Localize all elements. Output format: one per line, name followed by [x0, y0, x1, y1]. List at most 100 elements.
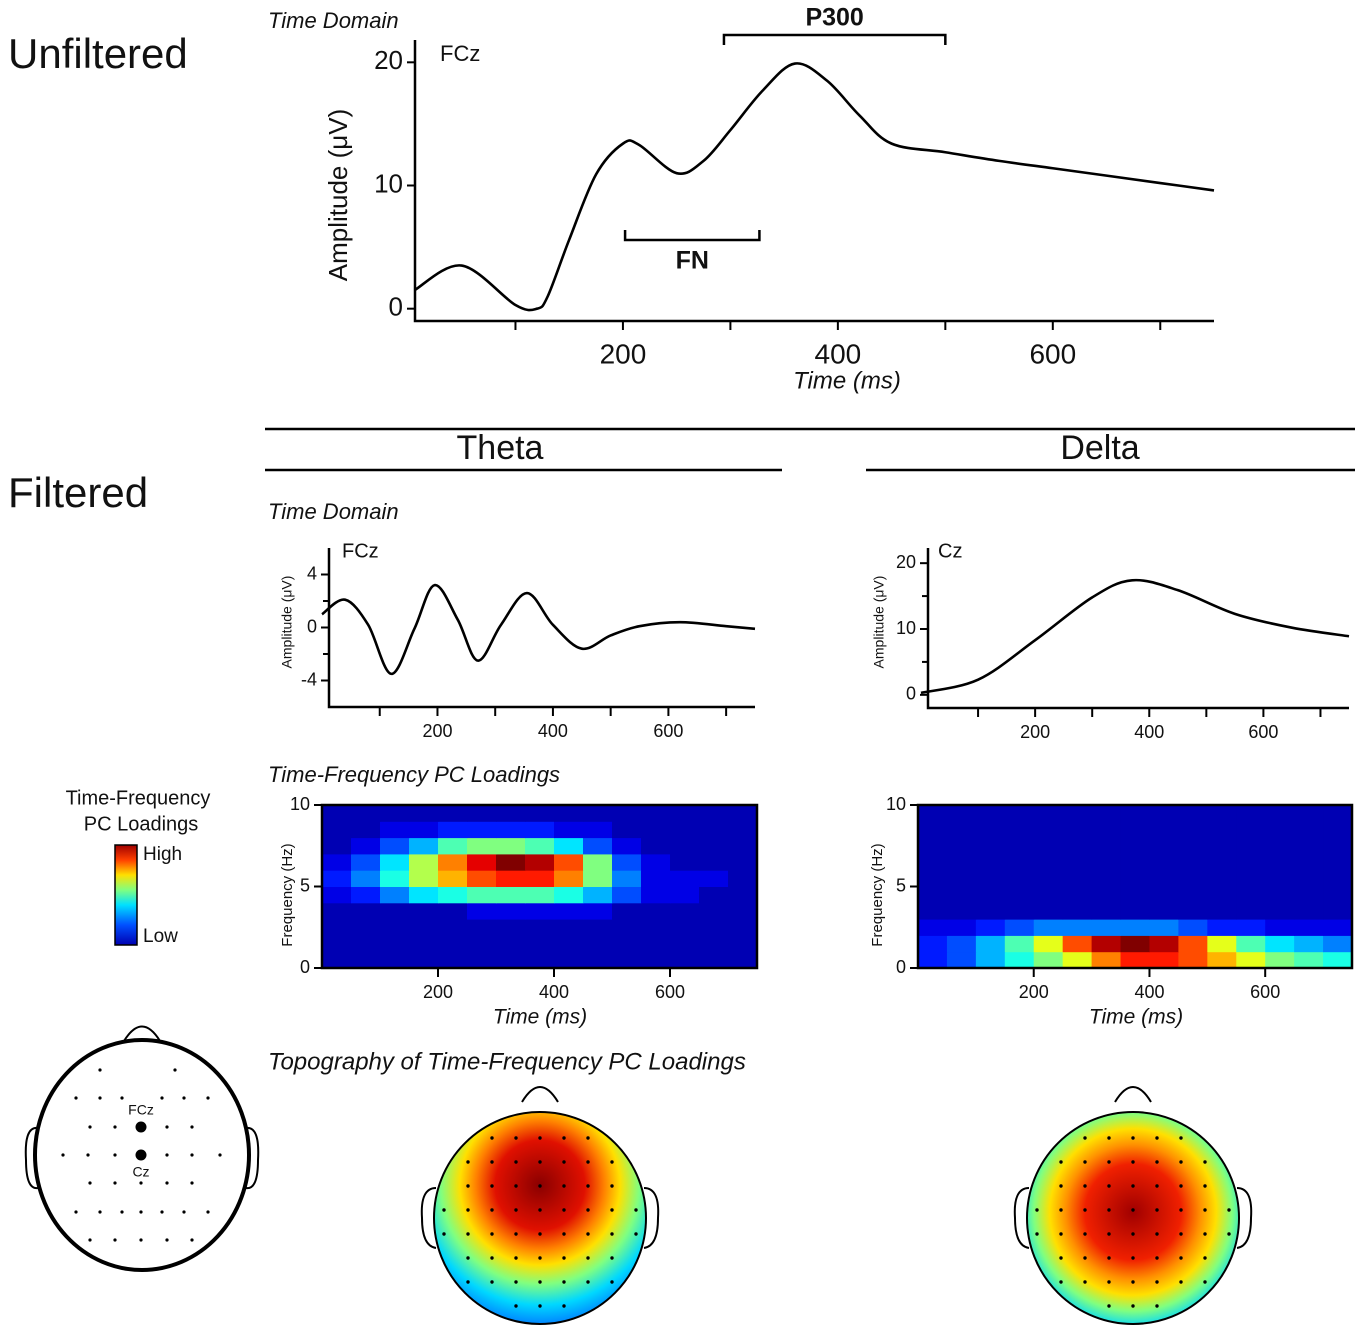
heatmap-cell [728, 837, 758, 855]
electrode [98, 1068, 102, 1072]
heatmap-cell [918, 935, 948, 953]
heatmap-cell [496, 821, 526, 839]
heatmap-cell [975, 837, 1006, 855]
heatmap-cell [670, 935, 700, 953]
heatmap-cell [1004, 886, 1035, 904]
section-label: Unfiltered [8, 30, 188, 77]
heatmap-cell [1323, 870, 1353, 887]
heatmap-cell [438, 951, 468, 969]
heatmap-cell [975, 919, 1006, 936]
heatmap-cell [1236, 919, 1266, 936]
heatmap-cell [1178, 821, 1208, 839]
heatmap-cell [918, 886, 948, 904]
electrode [1131, 1208, 1135, 1212]
electrode [1107, 1280, 1111, 1284]
heatmap-cell [496, 837, 526, 855]
heatmap-cell [612, 919, 642, 936]
section-label: Filtered [8, 469, 148, 516]
heatmap-cell [699, 870, 729, 887]
heatmap-cell [946, 919, 977, 936]
heatmap-cell [1091, 951, 1122, 969]
heatmap-cell [1207, 935, 1237, 953]
electrode [490, 1232, 494, 1236]
heatmap-cell [670, 951, 700, 969]
electrode [74, 1210, 78, 1214]
heatmap-cell [1062, 935, 1093, 953]
heatmap-cell [612, 935, 642, 953]
electrode [538, 1232, 542, 1236]
y-tick-label: 10 [290, 794, 310, 814]
heatmap-cell [554, 870, 584, 887]
x-axis-label: Time (ms) [493, 1006, 587, 1029]
heatmap-cell [699, 886, 729, 904]
heatmap-cell [612, 951, 642, 969]
heatmap-cell [1004, 805, 1035, 822]
electrode [562, 1280, 566, 1284]
heatmap-cell [322, 837, 352, 855]
electrode [562, 1184, 566, 1188]
heatmap-cell [699, 902, 729, 920]
heatmap-cell [641, 886, 671, 904]
electrode [466, 1184, 470, 1188]
electrode [1131, 1232, 1135, 1236]
heatmap-cell [1294, 870, 1324, 887]
heatmap-cell [918, 805, 948, 822]
x-tick-label: 200 [1020, 722, 1050, 742]
heatmap-cell [409, 886, 439, 904]
heatmap-cell [1265, 837, 1295, 855]
heatmap-cell [699, 935, 729, 953]
electrode [61, 1153, 65, 1157]
electrode [190, 1125, 194, 1129]
colorbar [114, 844, 138, 946]
heatmap-cell [1004, 951, 1035, 969]
electrode [538, 1208, 542, 1212]
heatmap-cell [496, 805, 526, 822]
heatmap-cell [975, 935, 1006, 953]
electrode [173, 1068, 177, 1072]
heatmap-cell [1033, 805, 1064, 822]
electrode [1155, 1280, 1159, 1284]
x-tick-label: 600 [1250, 982, 1280, 1002]
heatmap-cell [1294, 902, 1324, 920]
electrode [562, 1136, 566, 1140]
heatmap-cell [641, 821, 671, 839]
heatmap-cell [409, 805, 439, 822]
heatmap-cell [946, 935, 977, 953]
electrode [139, 1238, 143, 1242]
heatmap-cell [641, 951, 671, 969]
y-tick-label: 20 [374, 45, 403, 75]
panel-subtitle: Time Domain [268, 499, 399, 524]
heatmap-cell [975, 853, 1006, 871]
electrode [206, 1210, 210, 1214]
heatmap-cell [380, 919, 410, 936]
electrode [1107, 1232, 1111, 1236]
topography-theta [420, 1086, 660, 1325]
electrode [120, 1096, 124, 1100]
heatmap-cell [728, 951, 758, 969]
heatmap-cell [1091, 919, 1122, 936]
electrode [490, 1280, 494, 1284]
heatmap-cell [1178, 902, 1208, 920]
heatmap-cell [322, 805, 352, 822]
x-axis-label: Time (ms) [1089, 1006, 1183, 1029]
heatmap-cell [1294, 951, 1324, 969]
heatmap-cell [496, 870, 526, 887]
heatmap-cell [1091, 886, 1122, 904]
heatmap-cell [946, 951, 977, 969]
electrode [1155, 1304, 1159, 1308]
heatmap-cell [946, 886, 977, 904]
heatmap-cell [467, 870, 497, 887]
x-tick-label: 200 [600, 338, 647, 369]
electrode [610, 1160, 614, 1164]
heatmap-cell [612, 870, 642, 887]
heatmap-cell [1120, 886, 1150, 904]
electrode [490, 1256, 494, 1260]
heatmap-cell [1091, 935, 1122, 953]
heatmap-cell [1265, 805, 1295, 822]
heatmap-cell [1004, 837, 1035, 855]
electrode [1131, 1160, 1135, 1164]
heatmap-cell [1236, 870, 1266, 887]
heatmap-cell [975, 870, 1006, 887]
electrode [1059, 1160, 1063, 1164]
electrode [1035, 1208, 1039, 1212]
